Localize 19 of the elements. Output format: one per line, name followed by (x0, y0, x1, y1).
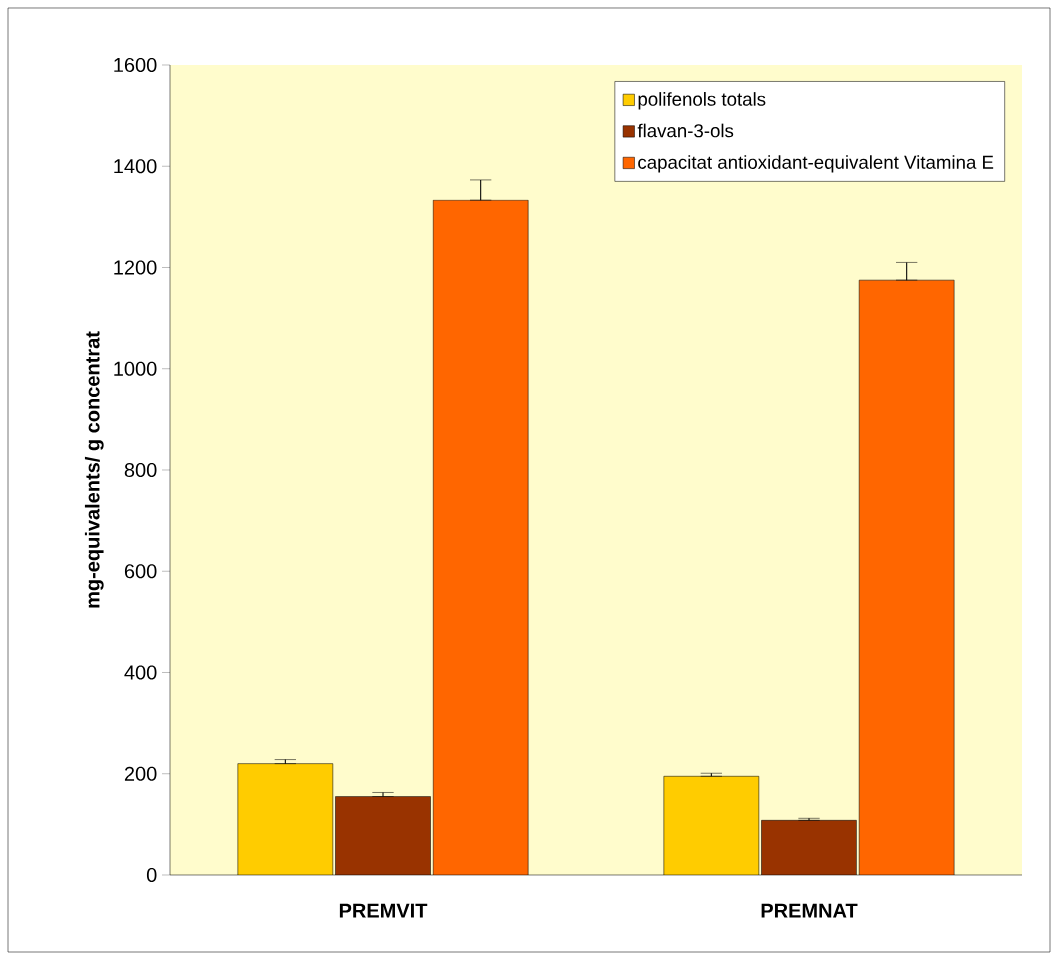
y-tick-label: 400 (124, 665, 157, 680)
legend-label: polifenols totals (638, 92, 766, 110)
y-tick-label: 1000 (114, 361, 157, 376)
bar (433, 200, 529, 875)
y-tick-label: 1600 (114, 57, 157, 73)
bar (761, 820, 857, 875)
bar (335, 796, 431, 875)
y-tick-label: 0 (146, 867, 157, 883)
y-axis-title: mg-equivalents/ g concentrat (84, 331, 104, 608)
y-tick-label: 200 (124, 766, 157, 781)
y-tick-label: 1200 (114, 260, 157, 275)
legend-label: capacitat antioxidant-equivalent Vitamina E (638, 155, 994, 173)
legend-label: flavan-3-ols (637, 123, 734, 138)
bar (858, 279, 955, 875)
x-tick-label: PREMVIT (339, 903, 428, 918)
y-tick-label: 600 (124, 564, 157, 579)
y-tick-label: 1400 (114, 159, 157, 174)
y-tick-label: 800 (124, 462, 157, 478)
x-tick-label: PREMNAT (761, 903, 858, 918)
